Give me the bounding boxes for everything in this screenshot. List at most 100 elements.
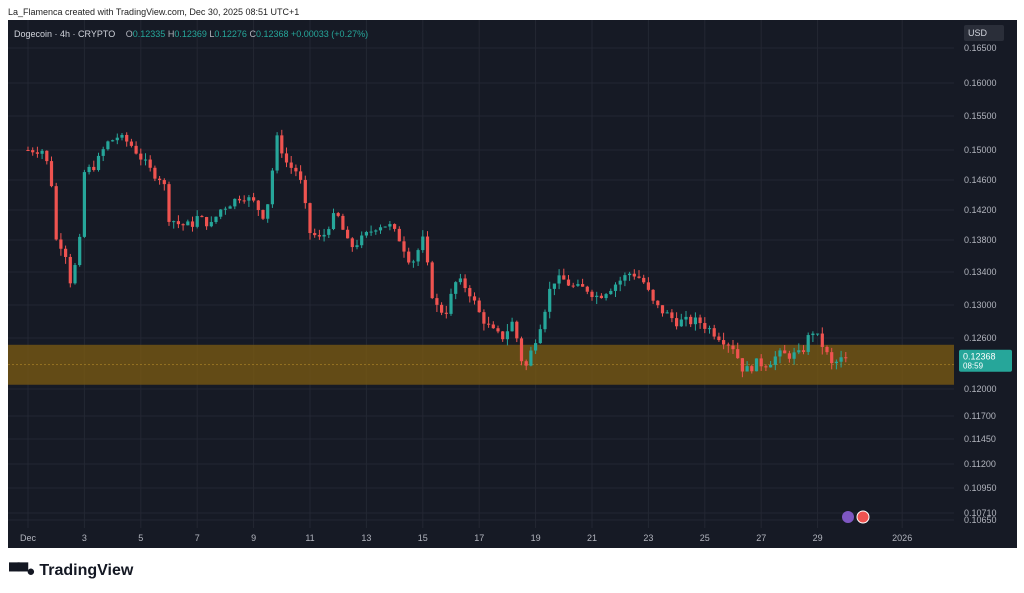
candle-body: [754, 358, 759, 372]
event-markers[interactable]: [842, 510, 870, 524]
flag-icon[interactable]: [856, 510, 870, 524]
candle-body: [731, 345, 735, 350]
candle-body: [726, 344, 730, 346]
tradingview-logo-icon: ▀▀●: [9, 562, 35, 580]
candle-body: [73, 265, 77, 284]
candle-body: [78, 236, 82, 266]
candle-body: [454, 282, 458, 294]
time-tick-label: 9: [251, 533, 256, 543]
candle-body: [778, 350, 782, 357]
candle-body: [562, 275, 566, 280]
change-value: +0.00033 (+0.27%): [291, 29, 369, 39]
candle-body: [68, 256, 72, 284]
candle-body: [557, 275, 561, 284]
currency-button[interactable]: USD: [964, 25, 1004, 41]
price-tick-label: 0.16000: [964, 78, 997, 88]
candle-body: [689, 316, 693, 325]
candle-body: [698, 317, 702, 324]
candle-body: [134, 145, 138, 154]
candle-body: [200, 216, 204, 218]
candle-body: [618, 280, 622, 285]
open-label: O: [125, 29, 133, 39]
candle-body: [599, 295, 603, 299]
candle-body: [510, 321, 514, 332]
candle-body: [92, 166, 96, 171]
chart-caption: La_Flamenca created with TradingView.com…: [8, 7, 300, 17]
candle-body: [393, 224, 397, 229]
price-tick-label: 0.12000: [964, 384, 997, 394]
candle-body: [82, 172, 86, 237]
symbol-name: Dogecoin · 4h · CRYPTO: [14, 29, 116, 39]
candle-body: [360, 235, 364, 246]
price-tick-label: 0.16500: [964, 43, 997, 53]
candle-body: [341, 215, 345, 230]
candle-body: [604, 294, 608, 299]
candle-body: [820, 333, 824, 347]
price-tick-label: 0.10710: [964, 508, 997, 518]
candle-body: [45, 150, 49, 162]
candle-body: [745, 366, 749, 372]
candle-body: [313, 233, 317, 236]
open-value: 0.12335: [132, 29, 166, 39]
candle-body: [468, 288, 472, 297]
candle-body: [736, 349, 740, 359]
price-tick-label: 0.11700: [964, 411, 996, 421]
candle-body: [336, 213, 340, 216]
candle-body: [515, 321, 519, 339]
candle-body: [49, 161, 54, 187]
chart-panel[interactable]: [8, 20, 1017, 548]
time-tick-label: 23: [643, 533, 653, 543]
candle-body: [101, 149, 105, 156]
candle-body: [491, 324, 495, 329]
candle-body: [280, 135, 284, 154]
price-tick-label: 0.11450: [964, 434, 996, 444]
time-tick-label: 11: [305, 533, 314, 543]
price-tick-label: 0.15000: [964, 145, 997, 155]
candle-body: [787, 353, 791, 359]
candle-body: [684, 316, 688, 320]
candle-body: [458, 278, 462, 283]
candle-body: [31, 150, 35, 153]
candle-body: [266, 204, 270, 219]
candle-body: [585, 286, 589, 292]
price-tag-countdown: 08:59: [963, 362, 984, 371]
candle-body: [162, 180, 166, 185]
candle-body: [806, 335, 810, 352]
time-tick-label: 15: [418, 533, 428, 543]
candle-body: [256, 200, 260, 211]
candle-body: [811, 333, 815, 336]
lightning-icon[interactable]: [842, 511, 854, 523]
candle-body: [261, 210, 265, 219]
candle-body: [411, 261, 415, 263]
candle-body: [576, 284, 580, 286]
candle-body: [707, 328, 712, 330]
candle-body: [59, 239, 63, 249]
price-tick-label: 0.10950: [964, 483, 997, 493]
candle-body: [294, 167, 298, 172]
candle-body: [609, 290, 613, 295]
candle-body: [214, 216, 218, 223]
price-tick-label: 0.13400: [964, 267, 997, 277]
time-tick-label: 5: [138, 533, 143, 543]
candle-body: [129, 141, 133, 146]
candle-body: [501, 331, 505, 340]
time-tick-label: 27: [756, 533, 766, 543]
candle-body: [590, 291, 594, 298]
candle-body: [449, 293, 453, 314]
candle-body: [816, 333, 820, 335]
candle-body: [623, 275, 627, 281]
candle-body: [289, 162, 293, 168]
time-tick-label: Dec: [20, 533, 37, 543]
candle-body: [693, 317, 697, 325]
candle-body: [660, 305, 665, 314]
candles: [26, 129, 848, 378]
candle-body: [125, 134, 129, 142]
time-axis[interactable]: Dec 3 5 7 9 11 13 15 17 19 21 23 25 27 29 2026: [20, 533, 912, 543]
candle-body: [759, 358, 763, 367]
candle-body: [581, 284, 585, 287]
candle-body: [421, 236, 425, 251]
candle-body: [519, 338, 524, 362]
candle-body: [233, 198, 237, 207]
